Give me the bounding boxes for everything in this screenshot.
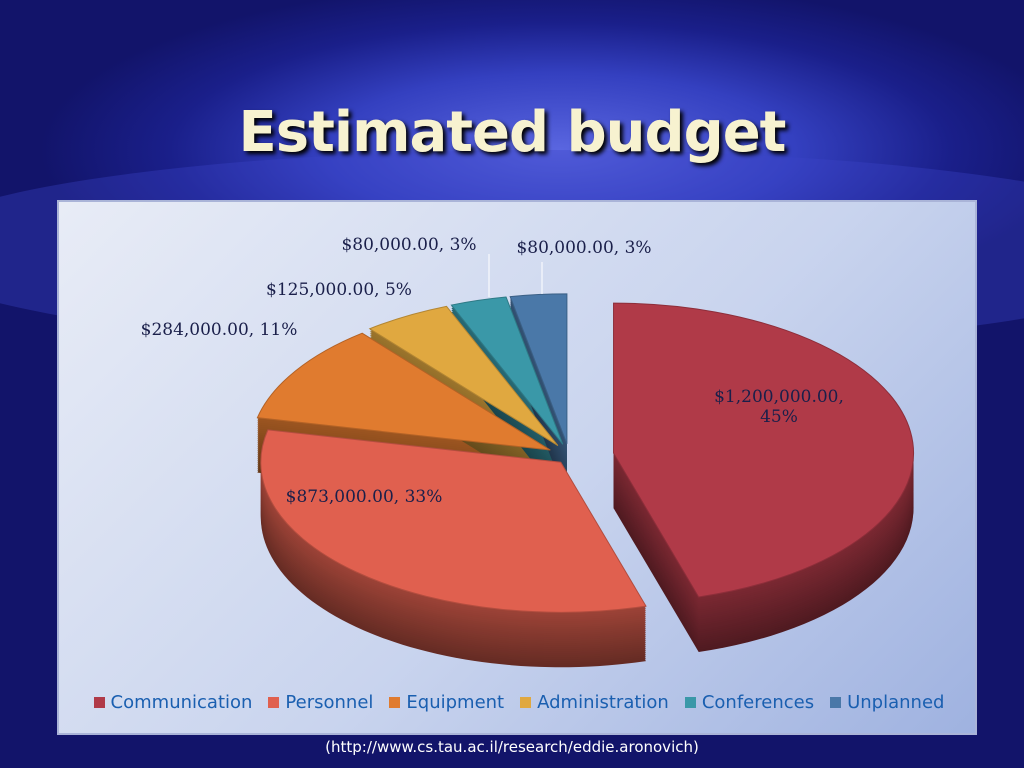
legend-label: Administration — [537, 692, 669, 713]
pie-chart — [256, 254, 915, 668]
legend-swatch — [389, 697, 401, 708]
slice — [509, 293, 568, 445]
legend: Communication Personnel Equipment Administr… — [59, 692, 979, 713]
legend-item: Equipment — [389, 692, 504, 713]
data-label: $1,200,000.00, 45% — [714, 387, 844, 427]
legend-swatch — [830, 697, 842, 708]
legend-item: Administration — [520, 692, 669, 713]
legend-swatch — [520, 697, 532, 708]
slice — [256, 332, 551, 451]
legend-swatch — [93, 697, 105, 708]
legend-item: Unplanned — [830, 692, 944, 713]
legend-item: Conferences — [684, 692, 815, 713]
legend-item: Communication — [93, 692, 253, 713]
data-label: $284,000.00, 11% — [140, 320, 298, 340]
legend-swatch — [268, 697, 280, 708]
legend-item: Personnel — [268, 692, 373, 713]
data-label: $125,000.00, 5% — [266, 280, 412, 300]
chart-title: Estimated budget — [238, 100, 787, 165]
legend-swatch — [684, 697, 696, 708]
legend-label: Equipment — [406, 692, 505, 713]
legend-label: Personnel — [285, 692, 374, 713]
plot-area: Communication Personnel Equipment Administr… — [57, 200, 977, 735]
data-label: $80,000.00, 3% — [516, 238, 652, 258]
slice — [368, 305, 559, 447]
data-label: $873,000.00, 33% — [285, 487, 443, 507]
legend-label: Unplanned — [847, 692, 945, 713]
source-note: (http://www.cs.tau.ac.il/research/eddie.… — [325, 738, 699, 756]
data-label: $80,000.00, 3% — [341, 235, 477, 255]
legend-label: Communication — [110, 692, 253, 713]
slice — [613, 302, 915, 598]
slice — [450, 296, 564, 445]
slice — [260, 429, 647, 613]
legend-label: Conferences — [701, 692, 815, 713]
